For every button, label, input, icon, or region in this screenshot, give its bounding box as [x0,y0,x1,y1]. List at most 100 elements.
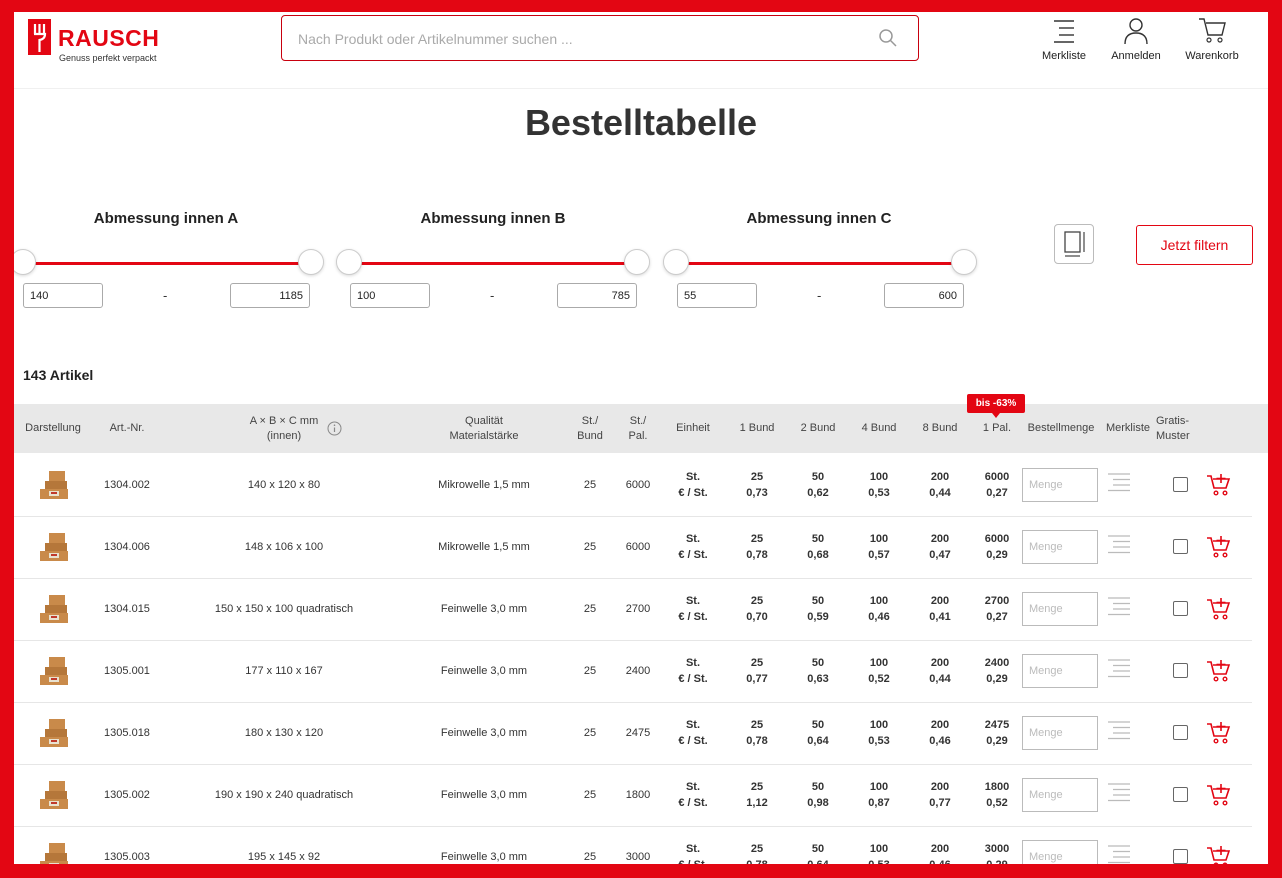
order-quantity-input[interactable] [1022,530,1098,564]
price-2-bund: 50 0,63 [789,640,847,702]
filter-c-min-input[interactable] [677,283,757,308]
filter-b-min-handle[interactable] [336,249,362,275]
article-number[interactable]: 1305.002 [104,789,150,801]
product-image[interactable] [22,640,86,702]
filter-b-min-input[interactable] [350,283,430,308]
price-1-pal: 6000 0,29 [972,516,1022,578]
col-free-sample: Gratis- Muster [1156,404,1204,453]
price-value-2-bund: 0,98 [807,797,829,809]
filter-c-max-input[interactable] [884,283,964,308]
table-row: 1304.015 150 x 150 x 100 quadratisch Fei… [14,578,1252,641]
product-image[interactable] [22,764,86,826]
add-to-cart-icon[interactable] [1206,782,1232,808]
add-to-wishlist-icon[interactable] [1106,533,1132,555]
apply-filter-button[interactable]: Jetzt filtern [1136,225,1253,265]
box-dimension-icon[interactable] [1054,224,1094,264]
price-value-8-bund: 0,77 [929,797,951,809]
article-number[interactable]: 1305.003 [104,851,150,863]
filter-c-min-handle[interactable] [663,249,689,275]
order-quantity-input[interactable] [1022,778,1098,812]
order-quantity-input[interactable] [1022,840,1098,864]
price-value-4-bund: 0,46 [868,611,890,623]
col-image: Darstellung [25,422,81,434]
price-8-bund: 200 0,46 [911,826,969,864]
table-row: 1304.006 148 x 106 x 100 Mikrowelle 1,5 … [14,516,1252,579]
article-number[interactable]: 1305.018 [104,727,150,739]
login-button[interactable]: Anmelden [1104,16,1168,72]
add-to-wishlist-icon[interactable] [1106,781,1132,803]
price-1-bund: 25 1,12 [728,764,786,826]
article-number[interactable]: 1304.002 [104,479,150,491]
free-sample-checkbox[interactable] [1173,725,1188,740]
product-image[interactable] [22,826,86,864]
price-value-1-pal: 0,29 [986,857,1007,864]
add-to-wishlist-icon[interactable] [1106,657,1132,679]
pieces-per-pallet: 2700 [625,603,651,615]
order-quantity-input[interactable] [1022,592,1098,626]
article-number[interactable]: 1305.001 [104,665,150,677]
cart-button[interactable]: Warenkorb [1180,16,1244,72]
qty-1-pal: 1800 [984,781,1010,793]
add-to-cart-icon[interactable] [1206,534,1232,560]
brand-logo[interactable]: RAUSCH Genuss perfekt verpackt [28,19,168,63]
order-quantity-input[interactable] [1022,468,1098,502]
price-value-1-bund: 0,78 [746,857,767,864]
article-number[interactable]: 1304.015 [104,603,150,615]
free-sample-checkbox[interactable] [1173,539,1188,554]
add-to-cart-icon[interactable] [1206,658,1232,684]
info-icon[interactable] [319,404,349,453]
free-sample-checkbox[interactable] [1173,477,1188,492]
article-number[interactable]: 1304.006 [104,541,150,553]
price-1-bund: 250,78 [728,826,786,864]
quality: Feinwelle 3,0 mm [440,727,528,739]
price-1-pal: 1800 0,52 [972,764,1022,826]
product-image[interactable] [22,702,86,764]
filter-a-min-input[interactable] [23,283,103,308]
filter-c-label: Abmessung innen C [746,210,892,227]
filter-a-min-handle[interactable] [14,249,36,275]
filter-a-max-handle[interactable] [298,249,324,275]
filter-b-max-handle[interactable] [624,249,650,275]
search-input[interactable] [296,16,860,62]
col-art-nr[interactable]: Art.-Nr. [109,422,145,434]
filter-b-max-input[interactable] [557,283,637,308]
order-quantity-input[interactable] [1022,716,1098,750]
cart-label: Warenkorb [1185,50,1239,62]
product-image[interactable] [22,516,86,578]
add-to-cart-icon[interactable] [1206,844,1232,864]
qty-1-bund: 25 [750,657,764,669]
add-to-wishlist-icon[interactable] [1106,843,1132,864]
col-dimensions-line2: (innen) [266,429,302,442]
search-icon[interactable] [878,28,898,48]
order-quantity-input[interactable] [1022,654,1098,688]
add-to-cart-icon[interactable] [1206,596,1232,622]
quality: Feinwelle 3,0 mm [440,665,528,677]
price-value-1-pal: 0,52 [986,797,1008,809]
unit-price: € / St. [678,797,708,809]
price-value-4-bund: 0,52 [868,673,890,685]
filter-a-max-input[interactable] [230,283,310,308]
free-sample-checkbox[interactable] [1173,601,1188,616]
qty-1-bund: 25 [750,843,764,855]
table-row: 1304.002 140 x 120 x 80 Mikrowelle 1,5 m… [14,454,1252,517]
price-8-bund: 200 0,44 [911,640,969,702]
col-dimensions[interactable]: A × B × C mm (innen) [214,404,354,453]
table-row: 1305.001 177 x 110 x 167 Feinwelle 3,0 m… [14,640,1252,703]
add-to-cart-icon[interactable] [1206,720,1232,746]
unit: St. € / St. [666,702,720,764]
product-image[interactable] [22,454,86,516]
add-to-cart-icon[interactable] [1206,472,1232,498]
free-sample-checkbox[interactable] [1173,663,1188,678]
add-to-wishlist-icon[interactable] [1106,471,1132,493]
wishlist-button[interactable]: Merkliste [1032,16,1096,72]
filter-c-max-handle[interactable] [951,249,977,275]
add-to-wishlist-icon[interactable] [1106,595,1132,617]
product-image[interactable] [22,578,86,640]
col-1-pal: 1 Pal. [982,422,1012,434]
box-product-icon [40,843,68,864]
add-to-wishlist-icon[interactable] [1106,719,1132,741]
free-sample-checkbox[interactable] [1173,787,1188,802]
col-quality[interactable]: Qualität Materialstärke [424,404,544,453]
unit-qty: St. [685,843,701,855]
free-sample-checkbox[interactable] [1173,849,1188,864]
